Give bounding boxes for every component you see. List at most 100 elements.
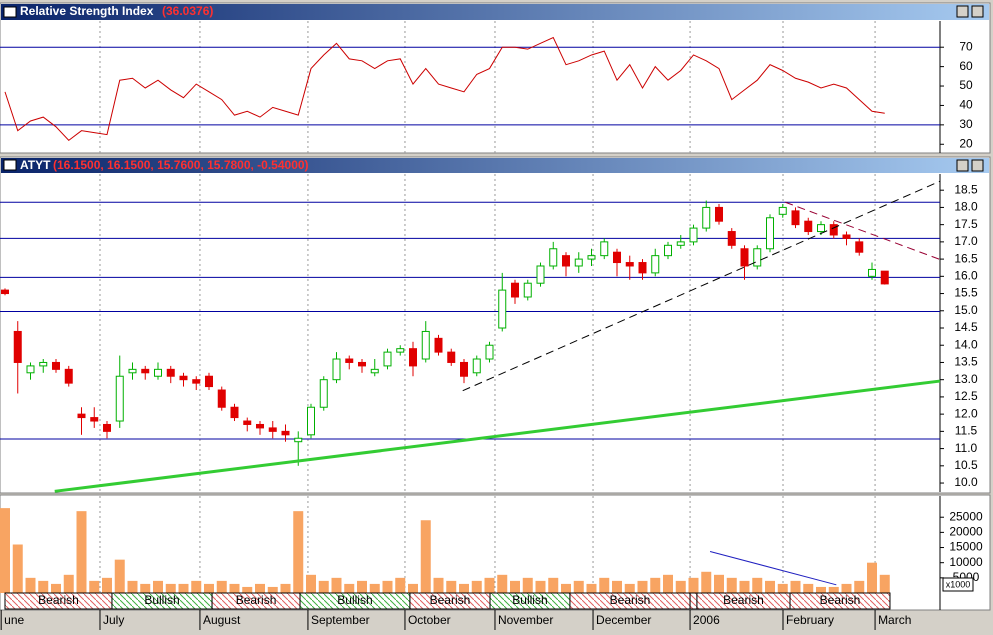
- candle-body: [549, 248, 558, 267]
- candle-body: [613, 251, 622, 264]
- candle-body: [26, 365, 35, 374]
- y-tick-label: 50: [959, 78, 973, 92]
- y-tick-label: 17.5: [954, 217, 978, 231]
- candle-body: [638, 262, 647, 274]
- volume-bar: [701, 571, 712, 593]
- x-tick-label: July: [103, 613, 124, 627]
- trend-line: [462, 180, 941, 392]
- volume-bar: [573, 580, 584, 593]
- volume-bar: [127, 580, 138, 593]
- volume-bar: [612, 580, 623, 593]
- candle-body: [880, 270, 889, 285]
- candle-body: [766, 217, 775, 250]
- volume-bar: [420, 520, 431, 593]
- candle-body: [370, 368, 379, 374]
- candle-body: [383, 351, 392, 367]
- candle-body: [855, 241, 864, 253]
- volume-bar: [752, 577, 763, 593]
- trend-line: [54, 379, 941, 493]
- volume-bar: [803, 583, 814, 593]
- candle-body: [102, 423, 111, 432]
- signal-label: Bullish: [512, 593, 547, 607]
- close-button[interactable]: [971, 159, 984, 172]
- candle-body: [536, 265, 545, 284]
- volume-bar: [344, 583, 355, 593]
- candle-body: [485, 344, 494, 360]
- volume-bar: [828, 586, 839, 593]
- volume-bar: [637, 580, 648, 593]
- volume-bar: [739, 580, 750, 593]
- window-buttons[interactable]: [956, 5, 984, 172]
- candle-body: [791, 210, 800, 226]
- volume-bar: [114, 559, 125, 593]
- y-tick-label: 15.0: [954, 303, 978, 317]
- candle-body: [307, 406, 316, 436]
- candle-body: [153, 368, 162, 377]
- candle-body: [332, 358, 341, 381]
- y-tick-label: 13.5: [954, 355, 978, 369]
- y-tick-label: 60: [959, 59, 973, 73]
- panel-title: Relative Strength Index: [20, 4, 154, 18]
- candle-body: [77, 413, 86, 419]
- volume-bar: [242, 586, 253, 593]
- maximize-button[interactable]: [956, 159, 969, 172]
- title-bar: [1, 158, 989, 173]
- x-tick-label: August: [203, 613, 241, 627]
- candle-body: [217, 389, 226, 408]
- volume-bar: [816, 586, 827, 593]
- x-tick-label: October: [408, 613, 451, 627]
- volume-bar: [254, 583, 265, 593]
- candle-body: [447, 351, 456, 363]
- volume-bar: [306, 574, 317, 593]
- candle-body: [740, 248, 749, 267]
- candle-body: [166, 368, 175, 377]
- panel-value: (16.1500, 16.1500, 15.7600, 15.7800, -0.…: [53, 158, 309, 172]
- candle-body: [192, 379, 201, 384]
- signal-span: [789, 592, 891, 610]
- y-tick-label: 12.5: [954, 389, 978, 403]
- y-tick-label: 16.5: [954, 251, 978, 265]
- rsi-panel: Relative Strength Index (36.0376) 20 30 40…: [0, 2, 991, 154]
- volume-bar: [624, 583, 635, 593]
- volume-bar: [663, 574, 674, 593]
- maximize-button[interactable]: [956, 5, 969, 18]
- signal-label: Bullish: [337, 593, 372, 607]
- y-tick-label: 40: [959, 98, 973, 112]
- candle-body: [64, 368, 73, 384]
- volume-bar: [357, 580, 368, 593]
- candle-body: [676, 241, 685, 246]
- candle-body: [702, 206, 711, 229]
- candle-body: [281, 430, 290, 436]
- candle-body: [817, 224, 826, 233]
- candle-body: [842, 234, 851, 239]
- signal-label: Bearish: [610, 593, 651, 607]
- volume-bar: [599, 577, 610, 593]
- volume-bar: [0, 508, 10, 593]
- volume-bar: [522, 577, 533, 593]
- y-tick-label: 25000: [949, 509, 983, 523]
- candle-body: [472, 358, 481, 374]
- y-tick-label: 11.5: [955, 424, 978, 438]
- candle-body: [689, 227, 698, 243]
- y-tick-label: 15.5: [954, 286, 978, 300]
- close-button[interactable]: [971, 5, 984, 18]
- volume-bar: [38, 580, 49, 593]
- y-tick-label: 15000: [949, 540, 983, 554]
- panel-title: ATYT: [20, 158, 51, 172]
- trend-line: [785, 201, 941, 260]
- candle-body: [255, 423, 264, 429]
- volume-bar: [203, 583, 214, 593]
- volume-bar: [293, 511, 304, 593]
- volume-bar: [586, 583, 597, 593]
- candle-body: [268, 427, 277, 432]
- y-tick-label: 18.0: [954, 200, 978, 214]
- candle-body: [651, 255, 660, 274]
- candle-body: [0, 289, 9, 295]
- volume-bar: [331, 577, 342, 593]
- candle-body: [115, 375, 124, 422]
- volume-bar: [12, 544, 23, 593]
- y-tick-label: 70: [959, 39, 973, 53]
- rsi-line: [4, 36, 885, 142]
- signal-label: Bearish: [38, 593, 79, 607]
